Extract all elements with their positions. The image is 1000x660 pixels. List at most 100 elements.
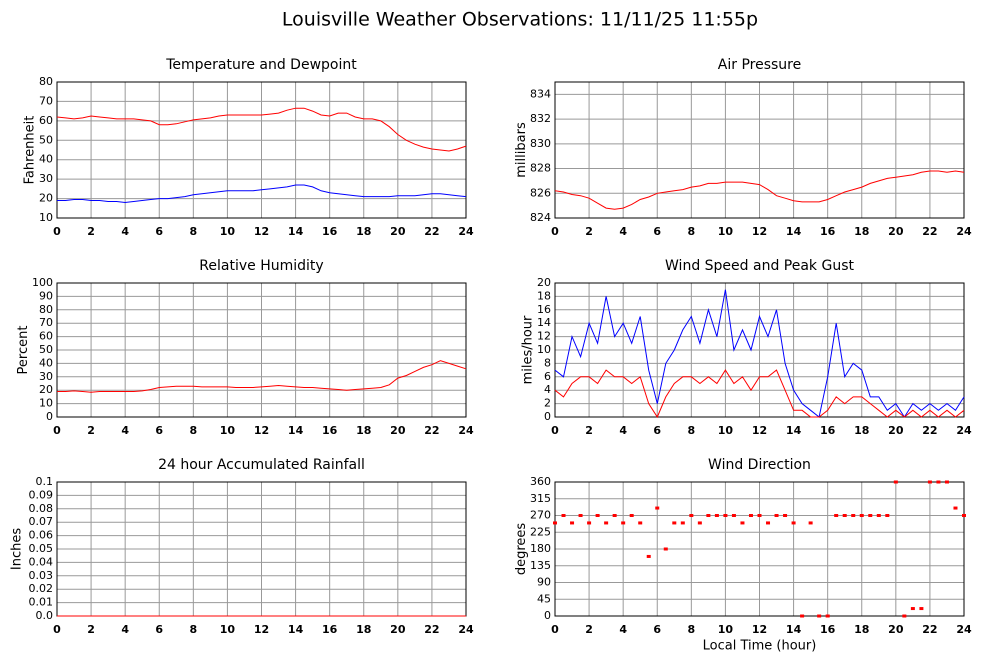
y-axis-label: Fahrenheit — [23, 116, 38, 185]
y-axis-label: Inches — [10, 528, 25, 570]
x-tick-label: 16 — [820, 623, 836, 636]
x-tick-label: 14 — [288, 225, 304, 238]
data-point — [748, 514, 753, 517]
x-tick-label: 4 — [619, 424, 627, 437]
y-tick-label: 70 — [39, 316, 53, 329]
data-point — [851, 514, 856, 517]
y-tick-label: 60 — [39, 114, 53, 127]
x-tick-label: 14 — [786, 225, 802, 238]
data-point — [808, 521, 813, 525]
y-tick-label: 315 — [530, 492, 551, 505]
x-tick-label: 4 — [121, 424, 129, 437]
data-point — [766, 521, 771, 525]
y-tick-label: 40 — [39, 153, 53, 166]
data-point — [834, 514, 839, 517]
data-point — [680, 521, 685, 525]
x-tick-label: 0 — [53, 225, 61, 238]
y-tick-label: 832 — [530, 112, 551, 125]
x-tick-label: 16 — [322, 225, 338, 238]
data-point — [893, 480, 898, 484]
y-tick-label: 4 — [544, 383, 551, 396]
data-point — [697, 521, 702, 525]
x-tick-label: 14 — [288, 623, 304, 636]
x-axis-label: Local Time (hour) — [703, 639, 817, 654]
x-tick-label: 2 — [87, 623, 95, 636]
y-tick-label: 360 — [530, 475, 551, 488]
chart-title: Relative Humidity — [199, 258, 323, 274]
x-tick-label: 8 — [190, 424, 198, 437]
y-tick-label: 0 — [46, 410, 53, 423]
x-tick-label: 10 — [718, 424, 734, 437]
x-tick-label: 4 — [121, 225, 129, 238]
page-title: Louisville Weather Observations: 11/11/2… — [282, 9, 758, 31]
x-tick-label: 2 — [585, 225, 593, 238]
data-point — [629, 514, 634, 517]
x-tick-label: 12 — [254, 424, 269, 437]
x-tick-label: 20 — [888, 623, 904, 636]
plot-frame — [554, 282, 965, 418]
y-tick-label: 0.02 — [29, 582, 54, 595]
y-tick-label: 0.0 — [36, 609, 54, 622]
data-point — [919, 607, 924, 611]
x-tick-label: 18 — [356, 424, 371, 437]
x-tick-label: 20 — [390, 225, 406, 238]
data-point — [774, 514, 779, 517]
x-tick-label: 12 — [254, 623, 269, 636]
x-tick-label: 18 — [854, 424, 869, 437]
data-point — [655, 506, 660, 510]
data-point — [868, 514, 873, 517]
data-point — [731, 514, 736, 517]
x-tick-label: 20 — [390, 424, 406, 437]
data-point — [604, 521, 609, 525]
x-tick-label: 16 — [322, 424, 338, 437]
chart-title: Air Pressure — [718, 57, 801, 73]
x-tick-label: 2 — [585, 424, 593, 437]
data-point — [578, 514, 583, 517]
y-tick-label: 0 — [544, 609, 551, 622]
data-point — [587, 521, 592, 525]
data-point — [910, 607, 915, 611]
y-tick-label: 80 — [39, 75, 53, 88]
data-point — [621, 521, 626, 525]
x-tick-label: 10 — [220, 424, 236, 437]
y-tick-label: 0.09 — [29, 488, 54, 501]
y-tick-label: 826 — [530, 186, 551, 199]
x-tick-label: 2 — [87, 225, 95, 238]
y-tick-label: 90 — [39, 289, 53, 302]
y-tick-label: 40 — [39, 356, 53, 369]
data-point — [783, 514, 788, 517]
y-tick-label: 0.06 — [29, 529, 54, 542]
y-tick-label: 100 — [32, 276, 53, 289]
plot-frame — [56, 81, 467, 219]
x-tick-label: 10 — [220, 225, 236, 238]
x-tick-label: 8 — [190, 623, 198, 636]
x-tick-label: 14 — [786, 424, 802, 437]
x-tick-label: 8 — [688, 623, 696, 636]
x-tick-label: 18 — [356, 225, 371, 238]
y-tick-label: 60 — [39, 330, 53, 343]
data-point — [927, 480, 932, 484]
chart-title: Wind Speed and Peak Gust — [665, 258, 854, 274]
y-tick-label: 824 — [530, 211, 551, 224]
data-point — [612, 514, 617, 517]
data-line — [554, 170, 965, 210]
x-tick-label: 10 — [718, 225, 734, 238]
plot-frame — [554, 81, 965, 219]
chart-title: Wind Direction — [708, 457, 811, 473]
chart-title: 24 hour Accumulated Rainfall — [158, 457, 365, 473]
data-point — [953, 506, 958, 510]
y-axis-label: Percent — [16, 326, 31, 375]
x-tick-label: 12 — [752, 623, 767, 636]
x-tick-label: 20 — [888, 424, 904, 437]
x-tick-label: 24 — [956, 424, 972, 437]
x-tick-label: 24 — [956, 623, 972, 636]
y-tick-label: 830 — [530, 137, 551, 150]
x-tick-label: 4 — [619, 225, 627, 238]
x-tick-label: 18 — [854, 225, 869, 238]
x-tick-label: 18 — [854, 623, 869, 636]
y-tick-label: 270 — [530, 509, 551, 522]
x-tick-label: 20 — [390, 623, 406, 636]
x-tick-label: 12 — [254, 225, 269, 238]
y-tick-label: 20 — [39, 383, 53, 396]
